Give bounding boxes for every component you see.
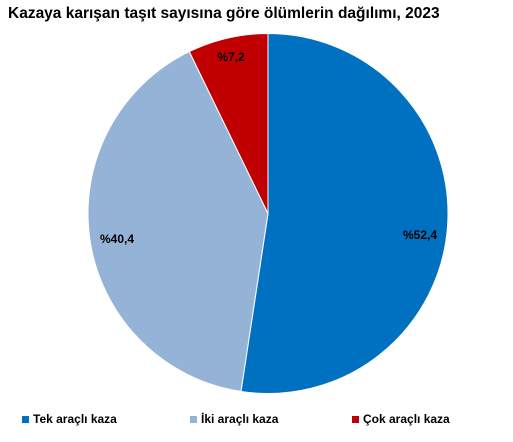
slice-label-iki: %40,4 <box>100 232 134 246</box>
legend-item-tek: Tek araçlı kaza <box>22 412 117 426</box>
legend: Tek araçlı kaza İki araçlı kaza Çok araç… <box>0 412 513 432</box>
legend-label-tek: Tek araçlı kaza <box>33 412 117 426</box>
pie-slice-cok <box>188 32 269 214</box>
pie-slice-tek <box>240 32 449 394</box>
legend-swatch-tek <box>22 415 29 423</box>
pie-slices <box>87 32 449 394</box>
slice-label-cok: %7,2 <box>217 50 245 64</box>
slice-label-tek: %52,4 <box>403 228 437 242</box>
pie-slice-iki <box>87 50 269 393</box>
pie-labels: %52,4 %40,4 %7,2 <box>100 50 437 246</box>
legend-swatch-cok <box>352 415 359 423</box>
legend-label-cok: Çok araçlı kaza <box>363 412 450 426</box>
legend-swatch-iki <box>190 415 197 423</box>
pie-chart: %52,4 %40,4 %7,2 <box>87 32 449 394</box>
chart-title: Kazaya karışan taşıt sayısına göre ölüml… <box>8 5 440 22</box>
legend-item-cok: Çok araçlı kaza <box>352 412 450 426</box>
legend-item-iki: İki araçlı kaza <box>190 412 278 426</box>
legend-label-iki: İki araçlı kaza <box>201 412 279 426</box>
